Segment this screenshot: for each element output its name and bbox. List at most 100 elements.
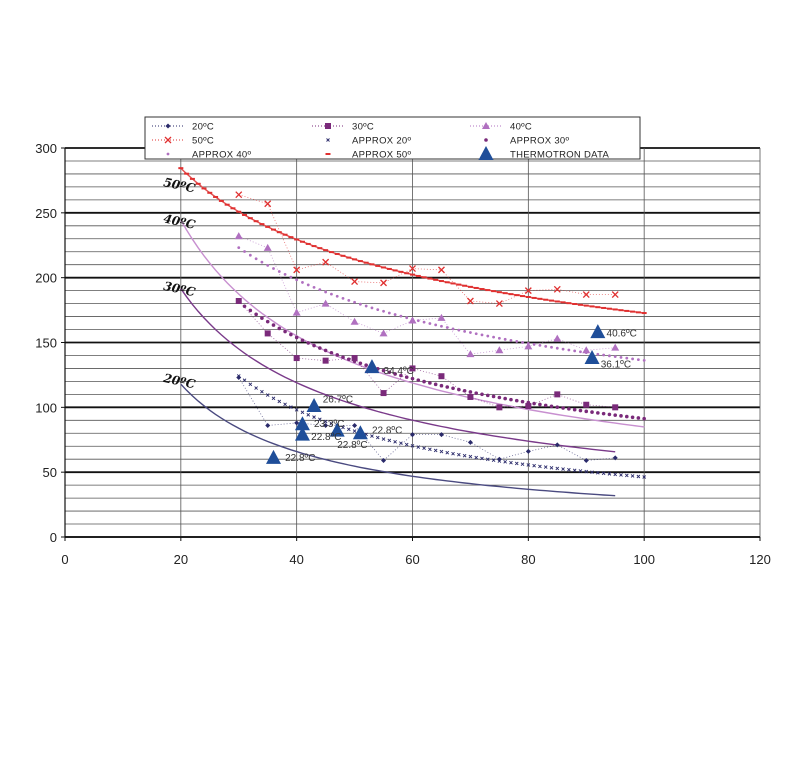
- approx-point: [607, 412, 612, 417]
- x-tick-label: 80: [521, 552, 535, 567]
- approx-point: [642, 358, 646, 362]
- approx-point: [283, 329, 287, 334]
- data-point-shape: [352, 425, 368, 440]
- legend-label: APPROX 20º: [352, 136, 412, 147]
- approx-point: [335, 353, 340, 357]
- x-tick-label: 60: [405, 552, 419, 567]
- approx-point: [381, 368, 386, 373]
- approx-point-shape: [248, 253, 252, 257]
- approx-point-shape: [272, 267, 275, 270]
- data-point-shape: [467, 393, 474, 400]
- approx-point-shape: [538, 343, 542, 347]
- approx-point: [289, 405, 293, 409]
- data-point: [235, 191, 243, 199]
- approx-point-shape: [613, 413, 618, 417]
- legend-marker: [478, 146, 494, 160]
- approx-point: [636, 416, 641, 420]
- approx-point-shape: [572, 407, 577, 412]
- data-point-shape: [235, 191, 243, 199]
- approx-point: [550, 345, 553, 349]
- data-point-shape: [263, 243, 272, 251]
- approx-point-shape: [358, 302, 362, 306]
- approx-point: [584, 469, 589, 474]
- approx-point: [555, 405, 560, 409]
- approx-point-shape: [515, 340, 519, 343]
- data-point-shape: [554, 442, 560, 448]
- curve-label: 20ºC: [161, 371, 197, 392]
- data-point-shape: [234, 232, 243, 240]
- approx-point-shape: [242, 378, 247, 383]
- approx-point: [457, 387, 461, 392]
- approx-point: [254, 257, 258, 261]
- data-point: [409, 265, 416, 273]
- approx-point-shape: [573, 349, 577, 353]
- approx-point-shape: [277, 326, 282, 331]
- approx-point: [474, 391, 479, 395]
- approx-point: [619, 473, 623, 477]
- approx-point-shape: [376, 308, 380, 312]
- data-point: [496, 404, 503, 411]
- approx-point: [601, 411, 606, 416]
- approx-point-shape: [625, 356, 629, 360]
- approx-point: [330, 292, 333, 296]
- data-point: [612, 455, 618, 461]
- approx-point: [457, 452, 461, 457]
- approx-point-shape: [642, 416, 646, 421]
- approx-point: [434, 323, 438, 327]
- legend-label: APPROX 40º: [192, 150, 252, 161]
- data-point: [583, 401, 590, 408]
- approx-point: [613, 355, 617, 359]
- approx-point: [329, 350, 334, 355]
- legend-marker: [164, 136, 172, 144]
- data-point: [554, 442, 560, 448]
- approx-point-shape: [312, 285, 316, 289]
- approx-point-shape: [555, 466, 560, 471]
- data-point: [466, 297, 474, 305]
- data-point-shape: [496, 404, 503, 411]
- approx-point: [514, 461, 519, 466]
- approx-point-shape: [433, 448, 438, 453]
- legend-marker-shape: [478, 146, 494, 160]
- approx-point-shape: [254, 312, 258, 317]
- approx-point: [300, 410, 305, 415]
- approx-point: [353, 300, 356, 304]
- approx-point: [248, 253, 252, 257]
- approx-point: [242, 378, 247, 383]
- legend-item: APPROX 20º: [326, 136, 412, 147]
- data-point: [266, 449, 281, 464]
- approx-point-shape: [364, 304, 368, 308]
- data-point: [611, 343, 620, 351]
- data-point-shape: [554, 391, 561, 398]
- approx-point: [312, 415, 316, 419]
- approx-point: [491, 458, 496, 463]
- approx-point: [289, 332, 293, 337]
- approx-point: [445, 385, 450, 389]
- approx-point-shape: [440, 324, 443, 328]
- legend-box: [144, 116, 641, 160]
- approx-point-shape: [312, 343, 316, 348]
- approx-point-shape: [335, 294, 339, 298]
- data-point: [590, 324, 606, 339]
- legend-marker: [482, 122, 490, 129]
- legend-item: 30ºC: [312, 122, 374, 133]
- approx-point-shape: [422, 379, 426, 384]
- approx-point-shape: [596, 352, 600, 356]
- approx-point-shape: [289, 275, 293, 279]
- approx-point-shape: [619, 355, 623, 359]
- approx-point: [642, 475, 646, 479]
- approx-point-shape: [642, 358, 646, 362]
- approx-point-shape: [283, 329, 287, 334]
- approx-point-shape: [260, 389, 264, 394]
- annotation-label: 40.6ºC: [607, 328, 637, 339]
- approx-point-shape: [514, 461, 519, 466]
- approx-point: [480, 333, 484, 337]
- approx-point: [555, 466, 560, 471]
- data-point-shape: [306, 398, 322, 413]
- approx-point-shape: [330, 292, 333, 296]
- approx-point-shape: [492, 335, 495, 339]
- data-point-shape: [583, 457, 589, 463]
- approx-point-shape: [601, 471, 606, 476]
- approx-point-shape: [451, 386, 455, 391]
- approx-point-shape: [486, 334, 490, 338]
